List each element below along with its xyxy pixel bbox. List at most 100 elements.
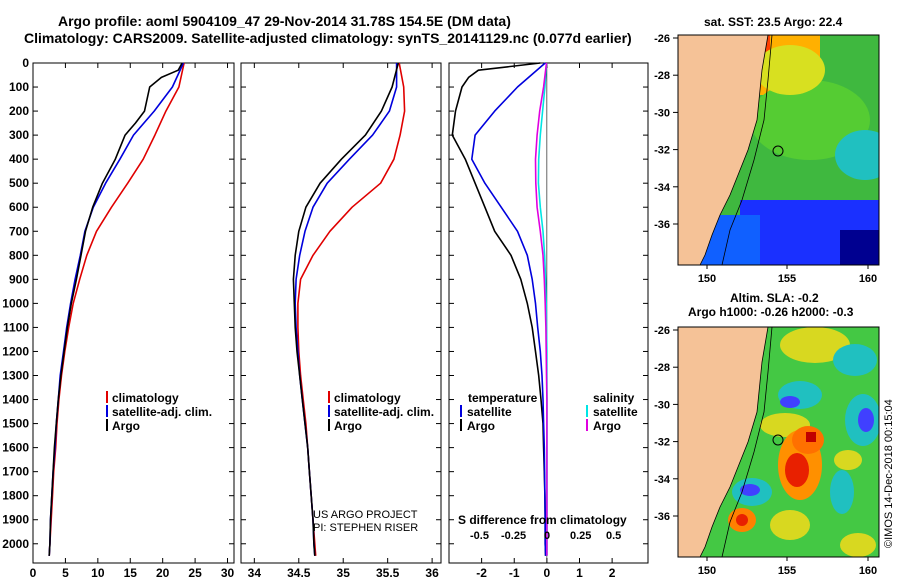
lon-tick-label: 155 bbox=[778, 273, 796, 285]
sla-coastline bbox=[699, 327, 769, 557]
lon-tick-label: 150 bbox=[698, 565, 716, 577]
title-line1: Argo profile: aoml 5904109_47 29-Nov-201… bbox=[58, 13, 511, 29]
sla-title-line2: Argo h1000: -0.26 h2000: -0.3 bbox=[688, 305, 854, 319]
lon-tick-label: 160 bbox=[859, 273, 877, 285]
lat-tick-label: -32 bbox=[654, 437, 670, 449]
y-tick-label: 1600 bbox=[2, 441, 29, 455]
s-tick-2: -0.25 bbox=[501, 530, 526, 542]
series-line-satellite-adj-clim- bbox=[48, 62, 185, 556]
lat-tick-label: -36 bbox=[654, 219, 670, 231]
x-tick-label: 5 bbox=[62, 566, 69, 580]
s-tick-1: -0.5 bbox=[470, 530, 489, 542]
lat-tick-label: -36 bbox=[654, 511, 670, 523]
sla-red-core bbox=[806, 432, 816, 442]
legend-argo-label: Argo bbox=[112, 419, 140, 433]
lat-tick-label: -26 bbox=[654, 33, 670, 45]
y-tick-label: 200 bbox=[9, 104, 29, 118]
series-line-t-satellite bbox=[471, 62, 547, 556]
y-tick-label: 1800 bbox=[2, 489, 29, 503]
x-tick-label: 2 bbox=[609, 566, 616, 580]
sla-yellow-5 bbox=[840, 533, 876, 557]
s-tick-5: 0.5 bbox=[606, 530, 621, 542]
y-tick-label: 1500 bbox=[2, 417, 29, 431]
series-line-t-argo bbox=[451, 62, 547, 556]
sla-blue-3 bbox=[740, 484, 760, 496]
sla-yellow-4 bbox=[770, 510, 810, 540]
y-tick-label: 2000 bbox=[2, 537, 29, 551]
y-tick-label: 300 bbox=[9, 128, 29, 142]
legend-satellite-label: satellite-adj. clim. bbox=[112, 405, 212, 419]
x-tick-label: 35.5 bbox=[376, 566, 400, 580]
sst-land bbox=[678, 35, 768, 265]
y-tick-label: 700 bbox=[9, 224, 29, 238]
plot-frame bbox=[32, 62, 235, 564]
y-tick-label: 0 bbox=[22, 56, 29, 70]
x-tick-label: 34 bbox=[248, 566, 262, 580]
y-tick-label: 100 bbox=[9, 80, 29, 94]
lat-tick-label: -28 bbox=[654, 362, 670, 374]
s-axis-label: S difference from climatology bbox=[458, 513, 627, 527]
y-tick-label: 400 bbox=[9, 152, 29, 166]
legend-climatology-label: climatology bbox=[112, 391, 179, 405]
legend-salinity-title: salinity bbox=[593, 391, 635, 405]
y-tick-label: 1000 bbox=[2, 296, 29, 310]
sla-title-line1: Altim. SLA: -0.2 bbox=[730, 291, 819, 305]
map-axes: -26 -28 -30 -32 -34 -36 150 155 160 -26 -28 -30 -32 -… bbox=[654, 33, 877, 577]
y-tick-label: 1300 bbox=[2, 369, 29, 383]
legend-temperature-title: temperature bbox=[468, 391, 538, 405]
sla-yellow-3 bbox=[834, 450, 862, 470]
y-tick-label: 1200 bbox=[2, 344, 29, 358]
y-tick-label: 1400 bbox=[2, 393, 29, 407]
sla-red-eddy bbox=[785, 453, 809, 487]
x-tick-label: 25 bbox=[188, 566, 202, 580]
sla-blue-1 bbox=[780, 396, 800, 408]
legend-climatology-label: climatology bbox=[334, 391, 401, 405]
y-tick-label: 1100 bbox=[3, 320, 29, 334]
lat-tick-label: -30 bbox=[654, 107, 670, 119]
sla-isobath bbox=[721, 327, 773, 557]
sst-dark-water bbox=[840, 230, 879, 265]
y-tick-label: 600 bbox=[9, 200, 29, 214]
lat-tick-label: -34 bbox=[654, 182, 671, 194]
sst-yellow-patch bbox=[755, 45, 825, 95]
sst-cyan-patch bbox=[835, 130, 879, 180]
sst-map-title: sat. SST: 23.5 Argo: 22.4 bbox=[704, 15, 843, 29]
series-line-argo bbox=[292, 62, 400, 556]
sst-argo-marker bbox=[772, 145, 784, 157]
temperature-legend: climatology satellite-adj. clim. Argo bbox=[106, 391, 212, 433]
x-tick-label: 1 bbox=[576, 566, 583, 580]
x-tick-label: 0 bbox=[30, 566, 37, 580]
x-tick-label: -2 bbox=[476, 566, 487, 580]
y-tick-label: 500 bbox=[9, 176, 29, 190]
watermark: ©IMOS 14-Dec-2018 00:15:04 bbox=[883, 399, 895, 548]
series-line-s-argo bbox=[534, 62, 548, 556]
sla-cyan-1 bbox=[833, 344, 877, 376]
x-tick-label: 0 bbox=[544, 566, 551, 580]
x-tick-label: 34.5 bbox=[287, 566, 311, 580]
salinity-legend: climatology satellite-adj. clim. Argo US… bbox=[313, 391, 434, 534]
x-tick-label: 35 bbox=[337, 566, 351, 580]
s-tick-3: 0 bbox=[544, 530, 550, 542]
plot-frame bbox=[448, 62, 649, 564]
lat-tick-label: -32 bbox=[654, 145, 670, 157]
temperature-panel: 0 5 10 15 20 25 300100200300400500600700800900… bbox=[2, 56, 234, 580]
credit-line2: PI: STEPHEN RISER bbox=[313, 522, 418, 534]
x-tick-label: 15 bbox=[124, 566, 138, 580]
y-tick-label: 800 bbox=[9, 248, 29, 262]
x-tick-label: 20 bbox=[156, 566, 170, 580]
sla-blue-2 bbox=[858, 408, 874, 432]
difference-panel: -2-1012T difference from climatology bbox=[448, 62, 649, 580]
x-tick-label: -1 bbox=[509, 566, 520, 580]
sla-land bbox=[678, 327, 768, 557]
y-tick-label: 900 bbox=[9, 272, 29, 286]
x-tick-label: 10 bbox=[91, 566, 105, 580]
sst-isobath bbox=[721, 35, 773, 265]
x-tick-label: 30 bbox=[221, 566, 235, 580]
legend-t-satellite-label: satellite bbox=[467, 405, 512, 419]
sla-cyan-5 bbox=[830, 470, 854, 514]
legend-t-argo-label: Argo bbox=[467, 419, 495, 433]
difference-legend: temperature satellite Argo salinity sate… bbox=[458, 391, 638, 542]
lat-tick-label: -26 bbox=[654, 325, 670, 337]
legend-s-satellite-label: satellite bbox=[593, 405, 638, 419]
